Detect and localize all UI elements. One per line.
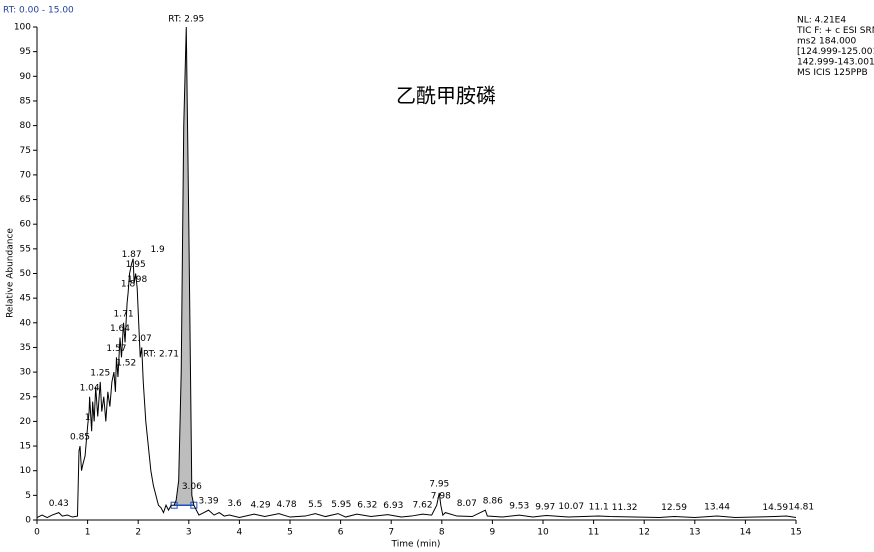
peak-label: 1.8 — [121, 280, 136, 290]
x-tick-label: 6 — [338, 528, 344, 538]
chart-title: RT: 0.00 - 15.00 — [3, 6, 74, 16]
x-tick-label: 3 — [186, 528, 192, 538]
peak-label: 12.59 — [661, 503, 687, 513]
peak-label: 6.93 — [383, 501, 403, 511]
peak-label: 1.52 — [116, 359, 136, 369]
info-line: ms2 184.000 — [797, 37, 857, 47]
y-tick-label: 60 — [20, 220, 32, 230]
peak-label: 7.95 — [429, 479, 449, 489]
x-tick-label: 4 — [237, 528, 243, 538]
x-tick-label: 15 — [790, 528, 801, 538]
y-tick-label: 70 — [20, 170, 32, 180]
peak-label: 7.62 — [413, 501, 433, 511]
y-tick-label: 85 — [20, 96, 31, 106]
peak-label: 1.57 — [106, 344, 126, 354]
info-line: NL: 4.21E4 — [797, 16, 846, 26]
peak-label: 6.32 — [357, 501, 377, 511]
peak-label: 3.6 — [227, 499, 242, 509]
peak-label: 2.07 — [132, 334, 152, 344]
peak-label: 3.39 — [199, 497, 219, 507]
peak-label: 0.85 — [70, 433, 90, 443]
peak-label: 1.71 — [114, 309, 134, 319]
peak-label: 4.29 — [251, 501, 271, 511]
rt-annotation: RT: 2.95 — [168, 15, 204, 25]
peak-label: 11.32 — [612, 503, 638, 513]
y-tick-label: 10 — [20, 466, 32, 476]
peak-label: 7.98 — [431, 492, 451, 502]
peak-label: 1.04 — [80, 383, 100, 393]
x-tick-label: 13 — [689, 528, 700, 538]
peak-label: 10.07 — [558, 502, 584, 512]
y-tick-label: 75 — [20, 146, 31, 156]
peak-label: 1.25 — [90, 368, 110, 378]
peak-label: 13.44 — [704, 503, 730, 513]
peak-label: 9.97 — [535, 503, 555, 513]
peak-label: 1.87 — [122, 250, 142, 260]
x-tick-label: 12 — [638, 528, 649, 538]
peak-label: 0.43 — [49, 499, 69, 509]
x-tick-label: 5 — [287, 528, 293, 538]
trace — [36, 26, 797, 519]
info-line: 142.999-143.001] — [797, 58, 874, 68]
x-tick-label: 14 — [740, 528, 752, 538]
compound-name: 乙酰甲胺磷 — [396, 84, 496, 108]
rt-annotation: RT: 2.71 — [143, 350, 179, 360]
y-tick-label: 95 — [20, 47, 31, 57]
x-tick-label: 10 — [537, 528, 549, 538]
peak-label: 14.59 — [762, 503, 788, 513]
info-line: MS ICIS 125PPB — [797, 68, 868, 78]
y-tick-label: 90 — [20, 72, 32, 82]
y-tick-label: 0 — [25, 516, 31, 526]
y-tick-label: 45 — [20, 294, 31, 304]
peak-label: 8.07 — [457, 499, 477, 509]
y-tick-label: 30 — [20, 368, 32, 378]
peak-label: 14.81 — [788, 503, 814, 513]
y-tick-label: 55 — [20, 244, 31, 254]
y-tick-label: 35 — [20, 343, 31, 353]
x-tick-label: 2 — [135, 528, 141, 538]
peak-area — [174, 27, 194, 506]
peak-label: 8.86 — [483, 497, 503, 507]
x-tick-label: 8 — [439, 528, 445, 538]
y-tick-label: 15 — [20, 442, 31, 452]
peak-label: 1.64 — [110, 324, 130, 334]
peak-label: 1.95 — [126, 260, 146, 270]
y-tick-label: 100 — [14, 23, 31, 33]
y-tick-label: 40 — [20, 318, 32, 328]
peak-label: 3.06 — [182, 482, 202, 492]
peak-boundary — [190, 501, 198, 509]
y-tick-label: 50 — [20, 269, 32, 279]
y-tick-label: 20 — [20, 417, 32, 427]
peak-label: 4.78 — [277, 500, 297, 510]
y-axis-label: Relative Abundance — [6, 228, 16, 318]
y-tick-label: 80 — [20, 121, 32, 131]
info-line: TIC F: + c ESI SRM — [796, 26, 874, 36]
peak-label: 1.98 — [127, 275, 147, 285]
peak-label: 1 — [85, 413, 91, 423]
x-tick-label: 1 — [85, 528, 91, 538]
peak-label: 9.53 — [509, 502, 529, 512]
info-line: [124.999-125.001, — [797, 47, 874, 57]
y-tick-label: 65 — [20, 195, 31, 205]
x-tick-label: 0 — [34, 528, 40, 538]
y-tick-label: 5 — [25, 491, 31, 501]
x-tick-label: 9 — [490, 528, 496, 538]
x-tick-label: 7 — [388, 528, 394, 538]
peak-label: 11.1 — [589, 503, 609, 513]
peak-label: 5.95 — [331, 500, 351, 510]
y-tick-label: 25 — [20, 392, 31, 402]
peak-label: 5.5 — [308, 500, 322, 510]
x-axis-label: Time (min) — [391, 540, 441, 550]
x-tick-label: 11 — [588, 528, 599, 538]
peak-label: 1.9 — [150, 245, 165, 255]
